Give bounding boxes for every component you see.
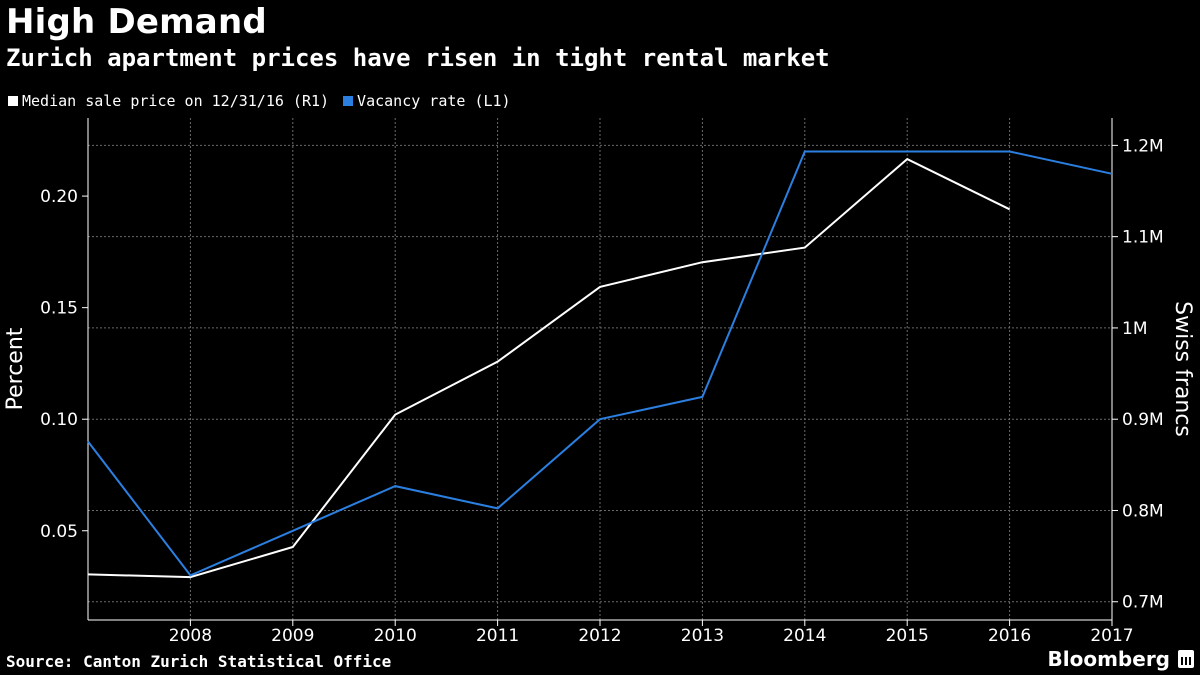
y-right-tick-label: 0.9M	[1122, 410, 1164, 430]
x-tick-label: 2012	[578, 626, 621, 646]
x-tick-label: 2009	[271, 626, 314, 646]
y-left-tick-label: 0.10	[40, 410, 78, 430]
legend-swatch-price	[8, 96, 18, 106]
source-note: Source: Canton Zurich Statistical Office	[6, 652, 392, 671]
x-tick-label: 2014	[783, 626, 826, 646]
x-tick-label: 2013	[681, 626, 724, 646]
x-tick-label: 2008	[169, 626, 212, 646]
x-tick-label: 2016	[988, 626, 1031, 646]
x-tick-label: 2010	[374, 626, 417, 646]
y-right-tick-label: 1.1M	[1122, 228, 1164, 248]
y-left-axis-title: Percent	[3, 327, 28, 410]
y-left-tick-label: 0.05	[40, 522, 78, 542]
legend-item-price: Median sale price on 12/31/16 (R1)	[8, 92, 329, 110]
x-tick-label: 2015	[886, 626, 929, 646]
series-line-vacancy-rate	[87, 150, 1113, 577]
y-left-tick-label: 0.20	[40, 187, 78, 207]
bloomberg-chart-icon	[1178, 650, 1194, 668]
legend-label-vacancy: Vacancy rate (L1)	[357, 92, 511, 110]
y-right-tick-label: 1M	[1122, 319, 1147, 339]
y-right-tick-label: 1.2M	[1122, 136, 1164, 156]
series-line-median-price	[87, 157, 1011, 579]
brand-logo-text: Bloomberg	[1047, 647, 1170, 671]
y-right-tick-label: 0.7M	[1122, 593, 1164, 613]
legend-swatch-vacancy	[343, 96, 354, 106]
legend-label-price: Median sale price on 12/31/16 (R1)	[22, 92, 330, 110]
legend-item-vacancy: Vacancy rate (L1)	[343, 92, 511, 110]
x-tick-label: 2011	[476, 626, 519, 646]
y-right-axis-title: Swiss francs	[1170, 301, 1195, 437]
x-tick-label: 2017	[1090, 626, 1133, 646]
chart-subtitle: Zurich apartment prices have risen in ti…	[6, 44, 830, 72]
y-right-tick-label: 0.8M	[1122, 501, 1164, 521]
legend: Median sale price on 12/31/16 (R1) Vacan…	[8, 92, 511, 110]
chart-title: High Demand	[6, 2, 267, 42]
y-left-tick-label: 0.15	[40, 299, 78, 319]
